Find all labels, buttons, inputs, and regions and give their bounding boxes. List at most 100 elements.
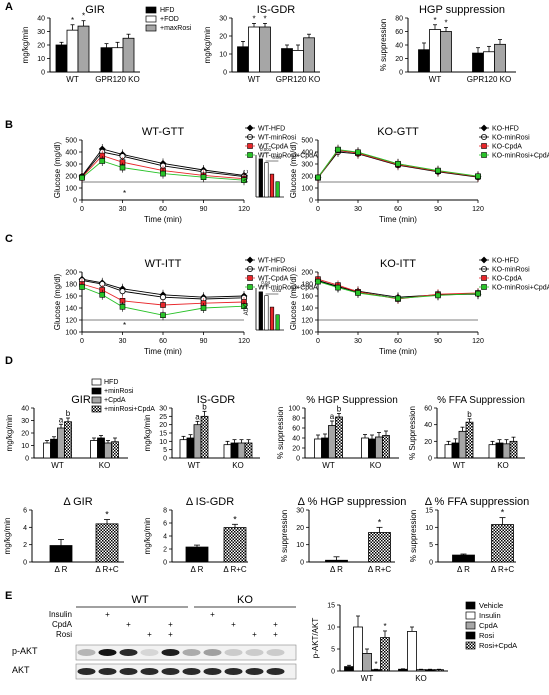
bar [90,440,98,459]
y-axis-label: mg/kg/min [143,518,152,555]
inset-p-label: 0.04 [272,155,281,160]
y-tick-label: 60 [424,406,432,413]
significance-star: * [71,16,74,25]
chart-title: Δ IS-GDR [186,496,234,508]
band-label: p-AKT [12,646,38,656]
y-tick-label: 0 [223,70,227,77]
data-point [315,174,321,181]
legend-swatch [91,378,102,386]
data-point [79,284,85,290]
blot-row-label: Insulin [49,610,72,619]
y-tick-label: 200 [301,174,313,181]
category-label: Δ R [191,565,204,574]
band [119,649,138,656]
y-tick-label: 40 [37,16,45,23]
data-point [160,170,166,177]
data-point [355,149,361,156]
data-point [435,292,441,299]
significance-star: * [123,189,126,198]
y-tick-label: 30 [159,406,167,413]
y-tick-label: 20 [21,431,29,438]
data-point [241,303,247,310]
bar [398,668,408,672]
chart-D7: Δ % HGP suppression 0 10 20 30 % suppression Δ… [280,496,406,574]
legend-label: KO-minRosi+CpdA [492,285,549,292]
group-label: KO [370,461,382,470]
y-tick-label: 200 [65,174,77,181]
y-axis-label: mg/kg/min [21,27,30,64]
y-tick-label: 80 [395,16,403,23]
blot-group-label: WT [131,594,148,606]
data-point [475,290,481,297]
chart-title: Δ % HGP suppression [298,496,407,508]
y-tick-label: 40 [424,422,432,429]
data-point [119,288,126,295]
inset-bar [264,162,269,198]
data-point [200,305,207,311]
data-point [395,295,401,302]
series-line [81,279,245,300]
legend-label: KO-HFD [492,258,519,265]
significance-star: * [501,508,505,518]
bar [49,545,73,563]
bar [452,554,475,563]
legend-label: WT-minRosi+CpdA [258,285,318,292]
bar [95,523,119,563]
band [203,668,222,675]
legend-D: HFD+minRosi+CpdA+minRosi+CpdA [91,378,155,413]
bar [43,442,51,459]
category-label: Δ R+C [368,565,392,574]
legend-label: HFD [104,379,118,386]
lane-mark: + [168,620,173,629]
bar [425,669,435,672]
data-point [200,174,207,180]
y-tick-label: 40 [21,406,29,413]
bar [418,49,430,73]
bar [185,546,209,563]
bar [362,653,372,672]
data-point [99,291,106,298]
legend-swatch [91,387,102,395]
legend-swatch [465,621,476,630]
chart-title: % HGP Suppression [306,395,398,406]
bar [451,442,460,459]
y-tick-label: 6 [23,508,27,515]
y-tick-label: 180 [301,282,313,289]
legend-label: KO-HFD [492,126,519,133]
significance-star: * [378,517,382,527]
legend-label: Vehicle [479,601,503,610]
bar [104,442,112,459]
series-line [317,281,479,299]
legend-label: WT-minRosi+CpdA [258,153,318,160]
y-tick-label: 10 [37,56,45,63]
data-point [355,290,361,296]
y-tick-label: 0 [163,456,167,463]
y-tick-label: 300 [301,162,313,169]
y-tick-label: 0 [23,560,27,567]
significance-star: * [444,18,447,27]
data-point [435,167,441,174]
inset-p-label: 0.03 [272,288,281,293]
significance-letter: a [330,412,335,421]
blot-row-label: CpdA [52,620,73,629]
chart-D1: GIR 0 10 20 30 40 mg/kg/min WT KO ab [5,394,128,470]
band [140,668,159,675]
y-tick-label: 100 [288,406,300,413]
x-tick-label: 30 [119,338,127,345]
y-tick-label: 200 [301,270,313,277]
lane-mark: + [210,610,215,619]
band [161,668,180,675]
band-label: AKT [12,665,30,675]
y-tick-label: 20 [219,34,227,41]
data-point [119,303,126,310]
inset-bar [275,181,280,198]
group-label: WT [248,75,261,84]
lane-mark: + [147,630,152,639]
group-label: GPR120 KO [467,75,511,84]
bar [57,427,65,459]
y-tick-label: 60 [395,29,403,36]
